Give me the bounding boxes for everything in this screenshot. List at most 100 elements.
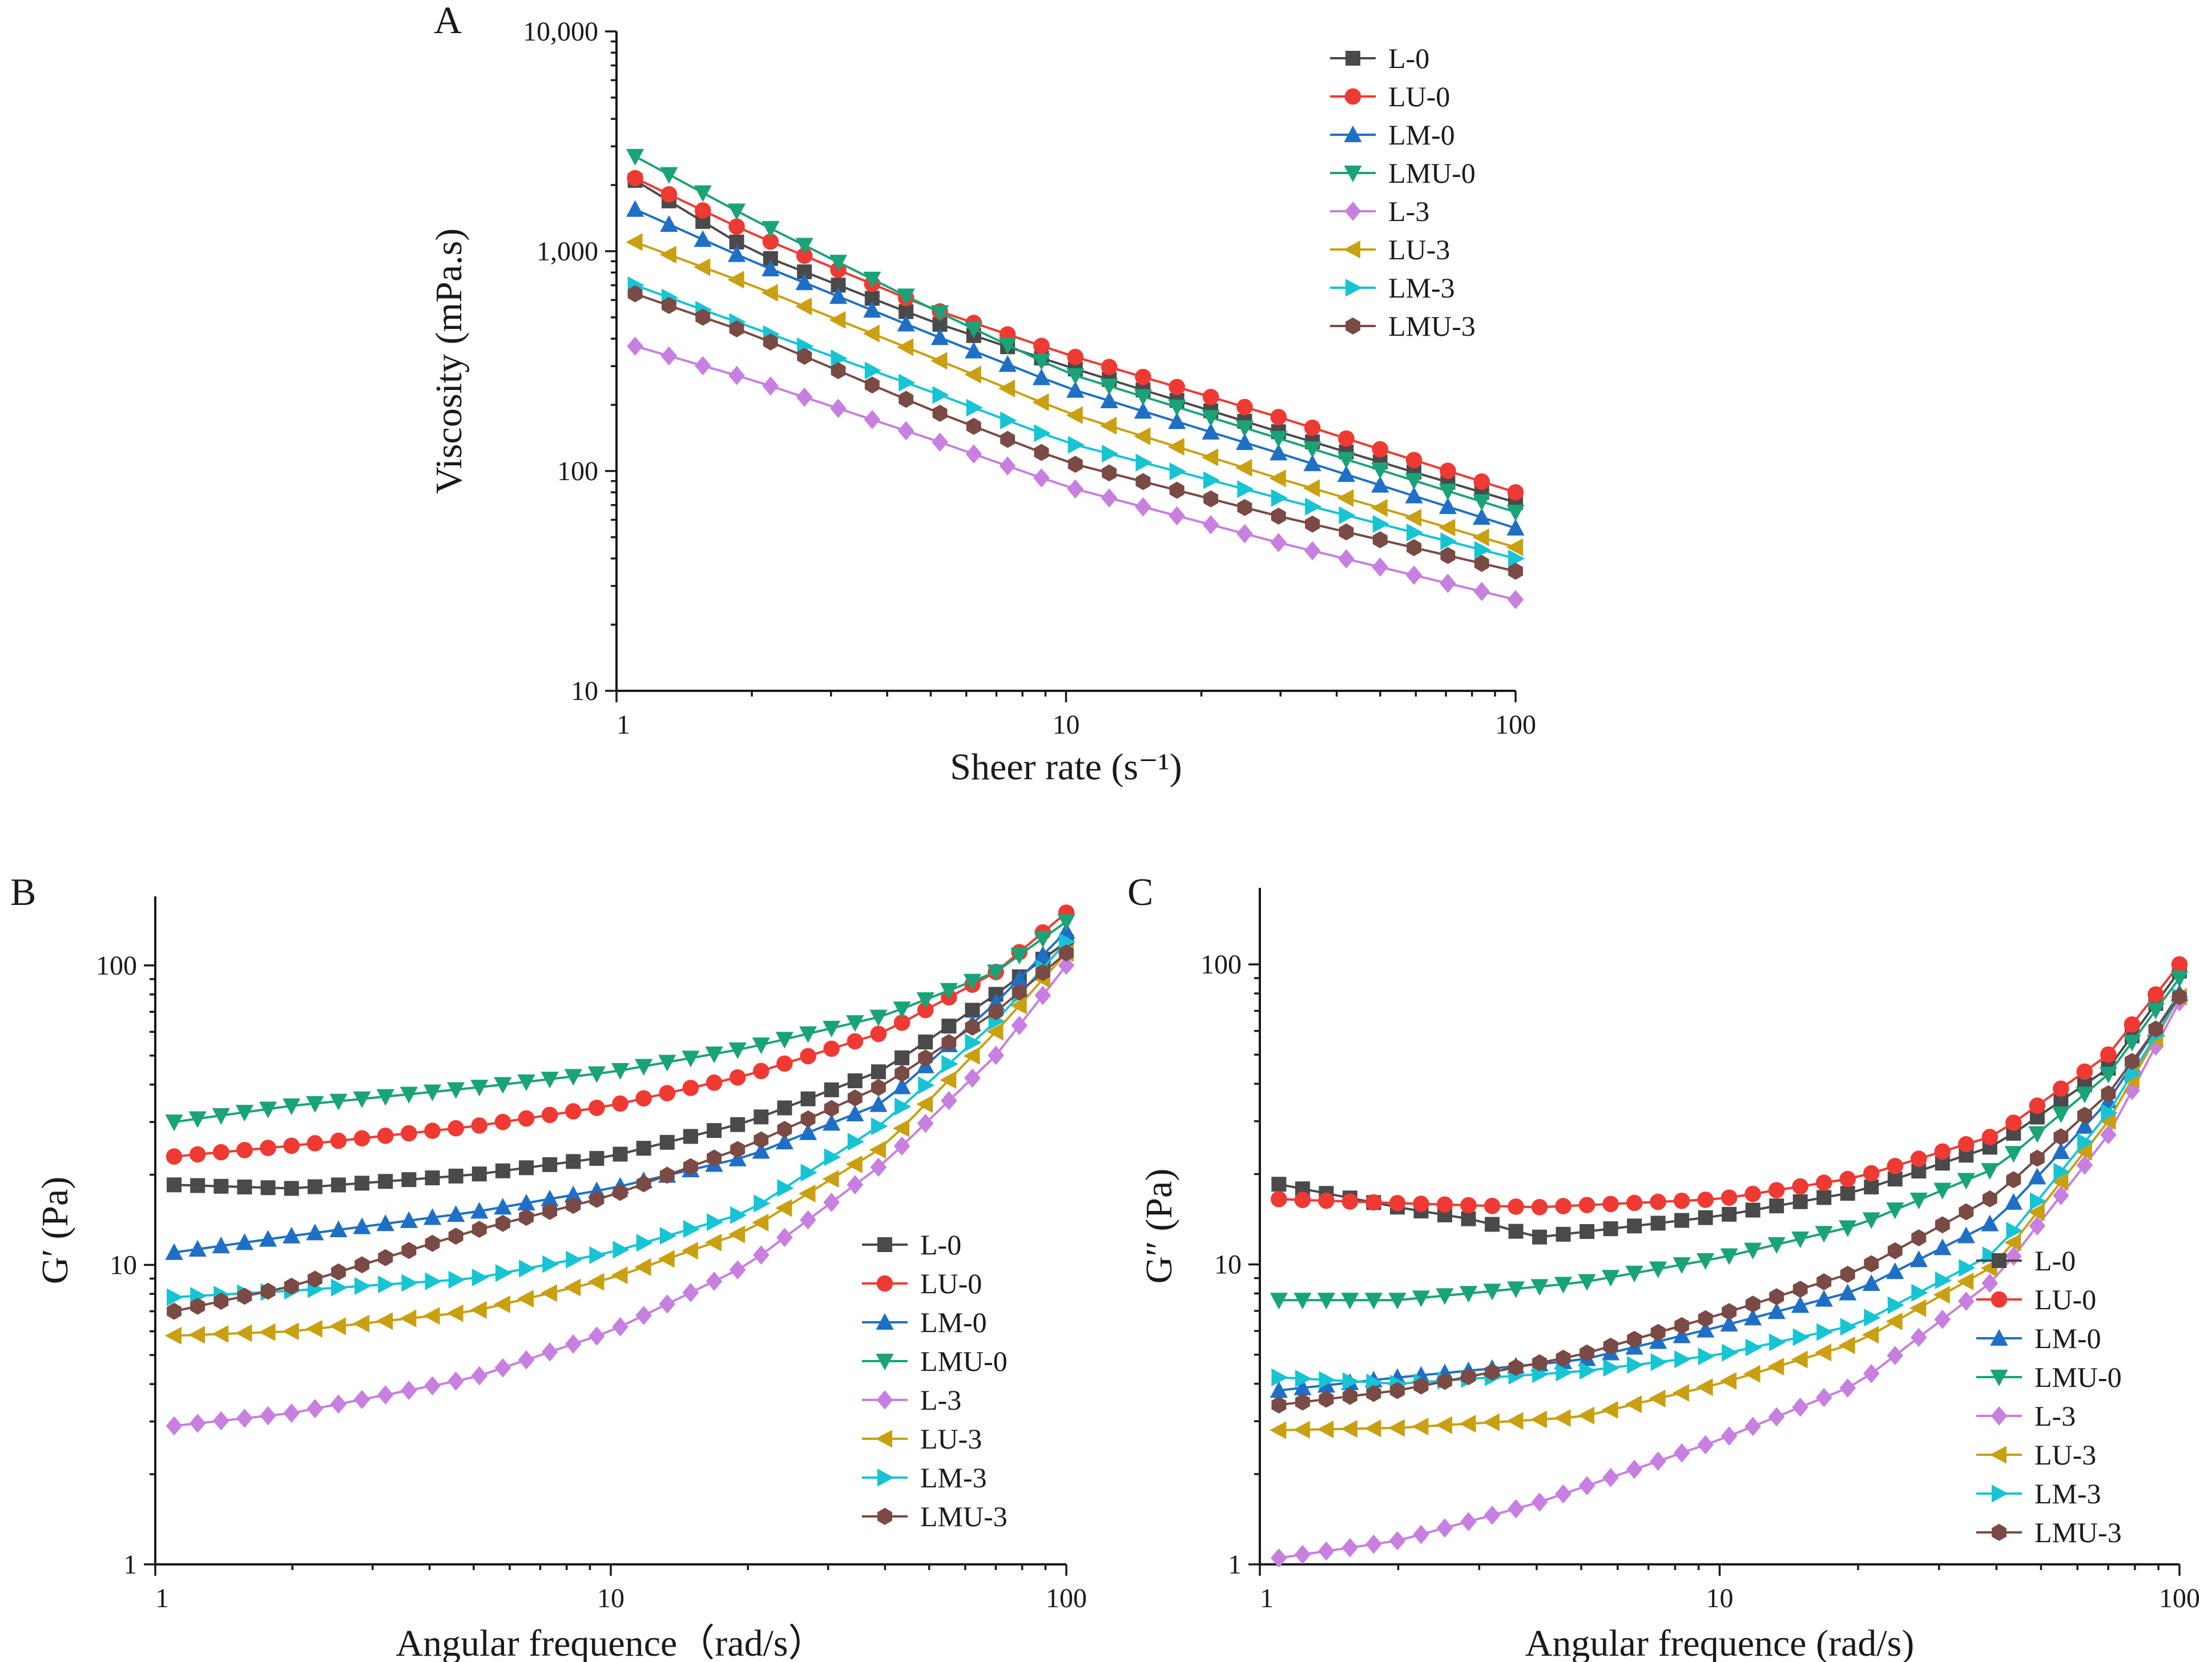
panel-c-series-lm-3-point bbox=[1650, 1353, 1667, 1371]
panel-b-series-lu-0-point bbox=[776, 1055, 793, 1072]
panel-b-series-lmu-0-point bbox=[235, 1105, 254, 1122]
panel-a-series-lmu-0-point bbox=[694, 185, 712, 202]
panel-c-legend-label: L-3 bbox=[2034, 1400, 2076, 1432]
panel-b-series-l-3 bbox=[166, 955, 1075, 1436]
panel-c-series-lmu-0-point bbox=[1957, 1173, 1975, 1190]
panel-a-series-lm-3-point bbox=[1271, 489, 1288, 507]
panel-a-series-lu-3-point bbox=[930, 352, 948, 370]
panel-c-series-lu-0 bbox=[1271, 956, 2188, 1216]
panel-b-series-lm-0-point bbox=[188, 1240, 207, 1257]
panel-c-series-lm-0-point bbox=[1839, 1283, 1857, 1301]
panel-b-series-lm-3-point bbox=[425, 1272, 442, 1290]
panel-b-series-lu-3-point bbox=[963, 1047, 980, 1065]
panel-b-series-l-3-point bbox=[401, 1381, 417, 1401]
panel-c-series-lm-3-point bbox=[2053, 1162, 2070, 1181]
panel-a-series-lm-0-point bbox=[1439, 497, 1457, 514]
panel-b-series-l-3-point bbox=[353, 1390, 370, 1410]
panel-b-series-l-0-point bbox=[730, 1117, 746, 1132]
panel-b-series-l-3-point bbox=[847, 1175, 864, 1195]
panel-a-y-tick-label: 10,000 bbox=[523, 17, 598, 47]
panel-c-series-lmu-3-point bbox=[1295, 1393, 1310, 1411]
panel-c-x-tick-label: 100 bbox=[2159, 1583, 2200, 1613]
panel-b-series-lmu-0-point bbox=[447, 1082, 465, 1099]
panel-b-series-lu-0-point bbox=[729, 1069, 746, 1086]
panel-c-series-lmu-3-point bbox=[1887, 1242, 1903, 1259]
panel-c-legend-item-l-3: L-3 bbox=[1976, 1400, 2076, 1432]
panel-b-series-lmu-0-point bbox=[212, 1108, 230, 1125]
panel-c-series-lm-3-point bbox=[1722, 1343, 1739, 1362]
panel-a-series-lm-0-point bbox=[1371, 476, 1389, 493]
panel-a-series-lmu-0-point bbox=[1032, 353, 1051, 371]
panel-a-series-lmu-3 bbox=[627, 285, 1523, 580]
panel-c-series-l-3-point bbox=[1815, 1387, 1832, 1407]
panel-b-series-l-0-point bbox=[613, 1146, 628, 1162]
panel-c-series-lmu-3-point bbox=[1271, 1396, 1287, 1414]
panel-b-series-lu-0-point bbox=[847, 1033, 864, 1050]
panel-c-series-l-3-point bbox=[1981, 1273, 1999, 1293]
panel-c-legend-swatch-marker bbox=[1992, 1524, 2006, 1541]
panel-c-series-l-3-point bbox=[1413, 1524, 1429, 1544]
panel-b-series-l-3-point bbox=[307, 1399, 324, 1419]
panel-b-x-axis-title: Angular frequence（rad/s） bbox=[396, 1623, 825, 1662]
panel-c-legend-label: LM-3 bbox=[2034, 1478, 2101, 1510]
panel-c-plot-area bbox=[1270, 956, 2189, 1568]
panel-b-legend-label: LMU-3 bbox=[920, 1500, 1008, 1532]
panel-b-series-l-0-point bbox=[495, 1163, 510, 1178]
panel-b-series-l-3-point bbox=[565, 1334, 582, 1354]
panel-c-series-lmu-3-point bbox=[1413, 1377, 1429, 1395]
panel-a-series-l-3-point bbox=[932, 432, 948, 452]
panel-b-series-lmu-0-point bbox=[893, 1001, 911, 1019]
panel-b-series-lmu-0-point bbox=[799, 1026, 817, 1043]
panel-b-series-l-3-point bbox=[518, 1350, 535, 1370]
panel-b-series-l-3-point bbox=[330, 1394, 347, 1414]
panel-c-series-lu-0-point bbox=[1887, 1158, 1904, 1174]
panel-b-series-l-3-point bbox=[1034, 985, 1051, 1005]
panel-c-series-l-0-point bbox=[1484, 1217, 1500, 1232]
panel-b-series-lm-3-point bbox=[824, 1148, 841, 1166]
panel-b-series-lu-3-point bbox=[259, 1323, 276, 1342]
panel-c-series-lmu-3-point bbox=[2101, 1085, 2116, 1102]
panel-c-series-l-3-point bbox=[1341, 1538, 1359, 1558]
panel-b-x-tick-label: 10 bbox=[597, 1583, 624, 1613]
panel-c-series-lu-0-point bbox=[1460, 1197, 1477, 1214]
panel-b-series-lmu-3-point bbox=[918, 1049, 933, 1067]
panel-a-legend: L-0 LU-0 LM-0 LMU-0 L-3 LU-3 LM-3 LMU-3 bbox=[1330, 42, 1476, 342]
panel-a-series-l-3-point bbox=[1405, 565, 1423, 585]
panel-c-series-lu-0-point bbox=[2053, 1080, 2069, 1097]
panel-c-series-lmu-0-point bbox=[1364, 1293, 1383, 1310]
panel-b-series-lu-3-point bbox=[587, 1273, 605, 1291]
panel-c-series-lu-0-point bbox=[1697, 1192, 1714, 1208]
panel-a-x-axis-title: Sheer rate (s⁻¹) bbox=[950, 746, 1182, 788]
panel-b-series-lmu-3-point bbox=[1012, 983, 1027, 1001]
panel-b-series-l-0-point bbox=[542, 1157, 558, 1172]
panel-a-series-lu-3-point bbox=[626, 233, 643, 251]
panel-a-series-lu-0-point bbox=[762, 233, 779, 250]
panel-a-x-tick-label: 1 bbox=[617, 710, 630, 740]
panel-b-series-lm-3-point bbox=[518, 1259, 536, 1278]
panel-b-legend-swatch-marker bbox=[876, 1275, 893, 1292]
panel-b-series-lu-0 bbox=[166, 904, 1075, 1165]
panel-a-series-lmu-3-point bbox=[1372, 531, 1388, 549]
panel-c-series-lmu-0-point bbox=[1909, 1192, 1928, 1210]
panel-b-series-lmu-3-point bbox=[895, 1065, 910, 1082]
panel-b-series-l-0-point bbox=[683, 1129, 698, 1144]
panel-b-series-lu-3-point bbox=[446, 1304, 464, 1322]
panel-b-series-lm-3-point bbox=[847, 1133, 865, 1151]
panel-b-series-lmu-0-point bbox=[1057, 914, 1075, 931]
panel-c-series-lm-3-point bbox=[1935, 1271, 1952, 1290]
panel-c-legend-swatch-marker bbox=[1992, 1484, 2009, 1503]
panel-a-series-lmu-0-point bbox=[1439, 484, 1457, 501]
panel-c-series-lu-0-point bbox=[1436, 1196, 1453, 1213]
panel-b-series-lu-3-point bbox=[681, 1242, 698, 1260]
panel-a-series-lm-0-point bbox=[1066, 381, 1085, 398]
panel-a-series-l-3-point bbox=[864, 409, 881, 429]
panel-b-series-lmu-0-point bbox=[329, 1093, 348, 1110]
panel-b-series-lm-3-point bbox=[331, 1278, 348, 1297]
panel-c-series-lm-0-point bbox=[1981, 1214, 1999, 1232]
panel-b-series-lu-3-point bbox=[564, 1278, 581, 1297]
panel-c-series-lm-3-point bbox=[1674, 1350, 1691, 1369]
panel-a-series-lm-0-point bbox=[829, 287, 848, 304]
panel-a-series-lu-0-point bbox=[796, 247, 813, 264]
panel-b-series-lu-0-point bbox=[659, 1085, 676, 1101]
panel-c-series-l-3-point bbox=[1768, 1407, 1785, 1427]
